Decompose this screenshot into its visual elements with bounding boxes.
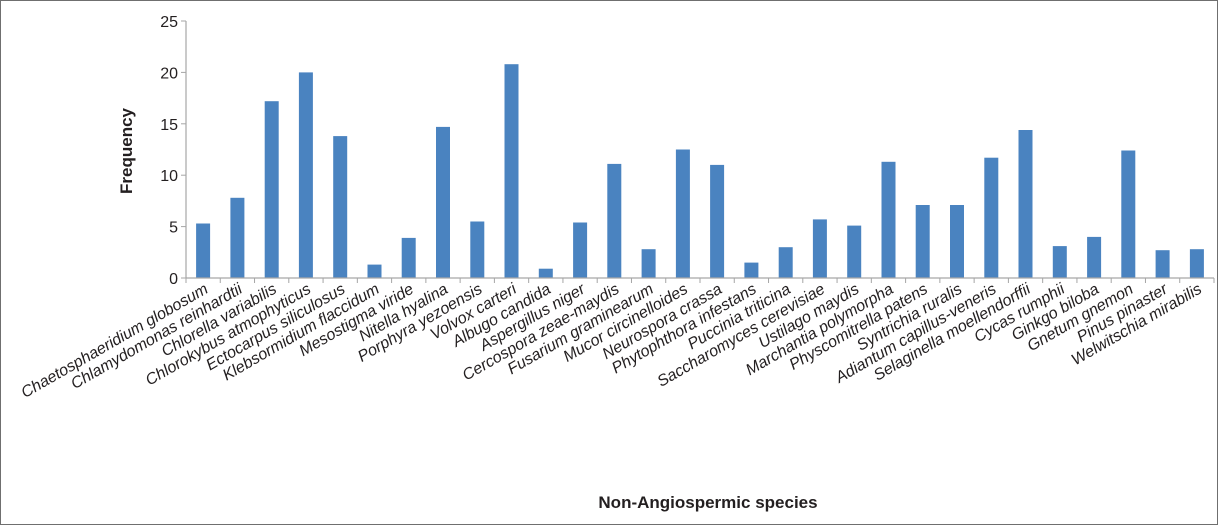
bar [915,205,930,278]
bar [196,223,211,278]
bar [230,197,245,278]
bar [401,237,416,278]
bar [1087,236,1102,278]
bar [1052,246,1067,278]
x-axis-labels: Chaetosphaeridium globosumChlamydomonas … [19,278,1215,402]
bar [984,157,999,278]
bar [641,249,656,278]
y-tick-label: 20 [160,65,178,82]
bars [196,64,1204,279]
y-tick-label: 10 [160,168,178,185]
bar [1189,249,1204,278]
bar [298,72,313,279]
bar [333,136,348,278]
bar [881,161,896,278]
bar [778,247,793,278]
y-tick-label: 5 [169,220,178,237]
bar [1121,150,1136,278]
bar [264,101,279,278]
bar [470,221,485,278]
bar [607,163,622,278]
y-tick-label: 0 [169,271,178,288]
y-tick-label: 15 [160,117,178,134]
bar [812,219,827,278]
bar [367,264,382,278]
x-axis-title: Non-Angiospermic species [598,493,817,512]
bar [675,149,690,278]
y-axis-title: Frequency [117,107,136,194]
bar [436,126,450,279]
y-axis-ticks: 0 5 10 15 20 25 [160,14,186,288]
bar [847,225,862,278]
bar [710,164,725,278]
y-tick-label: 25 [160,14,178,31]
bar [573,222,588,278]
bar [538,268,553,278]
bar [950,205,964,278]
bar [744,262,759,278]
bar [504,64,519,278]
bar [1018,130,1033,278]
bar [1155,250,1170,278]
